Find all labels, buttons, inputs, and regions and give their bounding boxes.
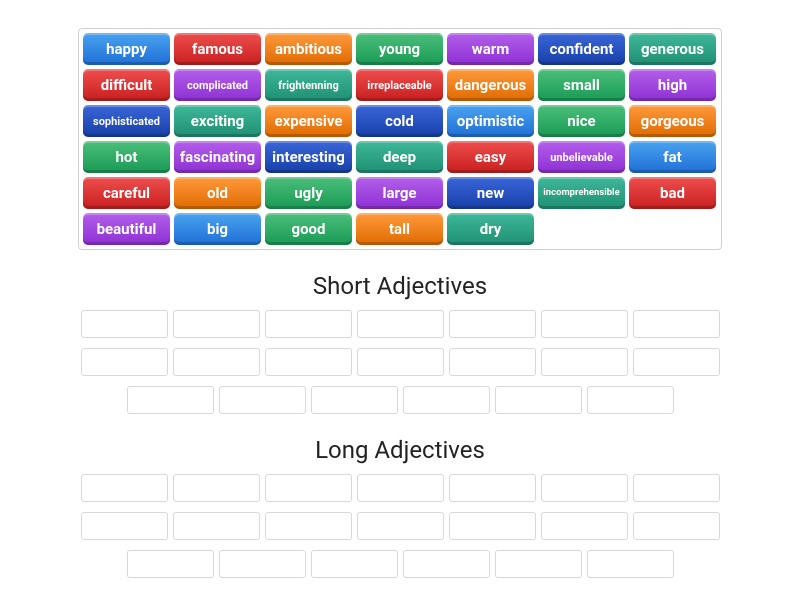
drop-slot[interactable] bbox=[449, 348, 536, 376]
drop-slot[interactable] bbox=[541, 474, 628, 502]
drop-slot[interactable] bbox=[265, 512, 352, 540]
word-tile-famous[interactable]: famous bbox=[174, 33, 261, 65]
word-tile-ambitious[interactable]: ambitious bbox=[265, 33, 352, 65]
drop-slot[interactable] bbox=[219, 386, 306, 414]
drop-slot[interactable] bbox=[311, 386, 398, 414]
drop-slot[interactable] bbox=[81, 512, 168, 540]
word-tile-optimistic[interactable]: optimistic bbox=[447, 105, 534, 137]
word-tile-dry[interactable]: dry bbox=[447, 213, 534, 245]
word-tile-old[interactable]: old bbox=[174, 177, 261, 209]
word-tile-fascinating[interactable]: fascinating bbox=[174, 141, 261, 173]
drop-slot[interactable] bbox=[541, 512, 628, 540]
drop-slot[interactable] bbox=[81, 348, 168, 376]
drop-slot[interactable] bbox=[265, 474, 352, 502]
drop-slot[interactable] bbox=[81, 310, 168, 338]
drop-slot[interactable] bbox=[81, 474, 168, 502]
activity-container: happyfamousambitiousyoungwarmconfidentge… bbox=[0, 0, 800, 578]
drop-slot[interactable] bbox=[219, 550, 306, 578]
word-tile-unbelievable[interactable]: unbelievable bbox=[538, 141, 625, 173]
drop-slot[interactable] bbox=[403, 550, 490, 578]
section-title: Long Adjectives bbox=[78, 436, 722, 464]
drop-slot[interactable] bbox=[127, 386, 214, 414]
word-tile-frightenning[interactable]: frightenning bbox=[265, 69, 352, 101]
drop-slot[interactable] bbox=[449, 310, 536, 338]
word-tile-warm[interactable]: warm bbox=[447, 33, 534, 65]
word-tile-good[interactable]: good bbox=[265, 213, 352, 245]
drop-slot[interactable] bbox=[173, 310, 260, 338]
word-tile-careful[interactable]: careful bbox=[83, 177, 170, 209]
drop-slot[interactable] bbox=[449, 512, 536, 540]
word-tile-tall[interactable]: tall bbox=[356, 213, 443, 245]
word-tile-fat[interactable]: fat bbox=[629, 141, 716, 173]
section-title: Short Adjectives bbox=[78, 272, 722, 300]
drop-slot[interactable] bbox=[541, 310, 628, 338]
drop-slot[interactable] bbox=[633, 348, 720, 376]
word-tile-new[interactable]: new bbox=[447, 177, 534, 209]
word-bank: happyfamousambitiousyoungwarmconfidentge… bbox=[78, 28, 722, 250]
drop-grid bbox=[78, 310, 722, 414]
word-tile-bad[interactable]: bad bbox=[629, 177, 716, 209]
word-tile-interesting[interactable]: interesting bbox=[265, 141, 352, 173]
drop-slot[interactable] bbox=[587, 550, 674, 578]
word-tile-large[interactable]: large bbox=[356, 177, 443, 209]
word-tile-expensive[interactable]: expensive bbox=[265, 105, 352, 137]
drop-slot[interactable] bbox=[633, 474, 720, 502]
drop-slot[interactable] bbox=[311, 550, 398, 578]
word-tile-deep[interactable]: deep bbox=[356, 141, 443, 173]
drop-slot[interactable] bbox=[357, 474, 444, 502]
drop-sections: Short Adjectives Long Adjectives bbox=[78, 272, 722, 578]
drop-slot[interactable] bbox=[495, 386, 582, 414]
word-tile-easy[interactable]: easy bbox=[447, 141, 534, 173]
word-tile-small[interactable]: small bbox=[538, 69, 625, 101]
drop-slot[interactable] bbox=[173, 348, 260, 376]
drop-slot[interactable] bbox=[587, 386, 674, 414]
word-tile-incomprehensible[interactable]: incomprehensible bbox=[538, 177, 625, 209]
drop-slot[interactable] bbox=[357, 310, 444, 338]
drop-slot[interactable] bbox=[633, 512, 720, 540]
drop-slot[interactable] bbox=[265, 310, 352, 338]
word-tile-irreplaceable[interactable]: irreplaceable bbox=[356, 69, 443, 101]
word-tile-young[interactable]: young bbox=[356, 33, 443, 65]
drop-slot[interactable] bbox=[357, 348, 444, 376]
word-tile-gorgeous[interactable]: gorgeous bbox=[629, 105, 716, 137]
word-tile-dangerous[interactable]: dangerous bbox=[447, 69, 534, 101]
word-tile-exciting[interactable]: exciting bbox=[174, 105, 261, 137]
drop-slot[interactable] bbox=[357, 512, 444, 540]
word-tile-hot[interactable]: hot bbox=[83, 141, 170, 173]
drop-slot[interactable] bbox=[495, 550, 582, 578]
word-tile-nice[interactable]: nice bbox=[538, 105, 625, 137]
word-tile-sophisticated[interactable]: sophisticated bbox=[83, 105, 170, 137]
drop-slot[interactable] bbox=[265, 348, 352, 376]
word-tile-generous[interactable]: generous bbox=[629, 33, 716, 65]
drop-slot[interactable] bbox=[449, 474, 536, 502]
word-tile-cold[interactable]: cold bbox=[356, 105, 443, 137]
drop-slot[interactable] bbox=[127, 550, 214, 578]
drop-slot[interactable] bbox=[541, 348, 628, 376]
word-tile-beautiful[interactable]: beautiful bbox=[83, 213, 170, 245]
word-tile-high[interactable]: high bbox=[629, 69, 716, 101]
word-tile-happy[interactable]: happy bbox=[83, 33, 170, 65]
word-tile-confident[interactable]: confident bbox=[538, 33, 625, 65]
word-tile-big[interactable]: big bbox=[174, 213, 261, 245]
word-tile-difficult[interactable]: difficult bbox=[83, 69, 170, 101]
drop-slot[interactable] bbox=[173, 474, 260, 502]
drop-slot[interactable] bbox=[403, 386, 490, 414]
drop-slot[interactable] bbox=[633, 310, 720, 338]
word-tile-complicated[interactable]: complicated bbox=[174, 69, 261, 101]
word-tile-ugly[interactable]: ugly bbox=[265, 177, 352, 209]
drop-slot[interactable] bbox=[173, 512, 260, 540]
drop-grid bbox=[78, 474, 722, 578]
